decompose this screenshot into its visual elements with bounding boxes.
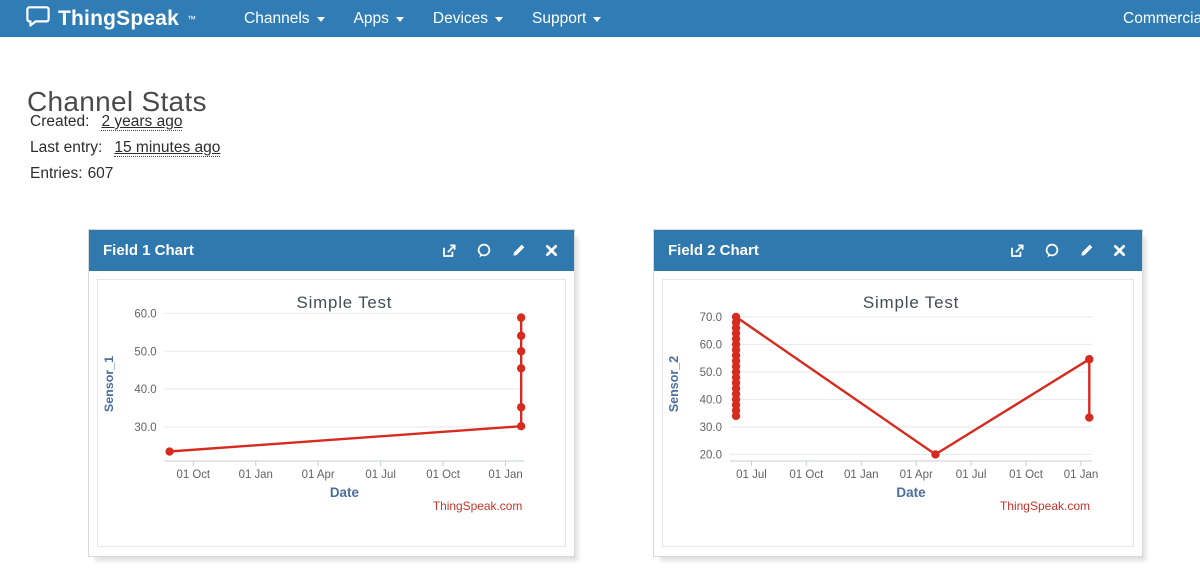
x-tick-label: 01 Jul — [365, 469, 395, 481]
x-tick-label: 01 Jul — [956, 469, 987, 481]
y-tick-label: 60.0 — [134, 308, 156, 320]
y-tick-label: 60.0 — [700, 339, 722, 351]
field-1-chart-panel: Field 1 Chart 30.0 40.0 50.0 60.0 01 Oct 01 J… — [88, 229, 575, 557]
nav-menu: Channels Apps Devices Support — [244, 10, 602, 28]
field-1-chart-canvas: 30.0 40.0 50.0 60.0 01 Oct 01 Jan 01 Apr 01 Jul… — [102, 293, 526, 513]
credit-link[interactable]: ThingSpeak.com — [1000, 499, 1090, 513]
data-point[interactable] — [516, 331, 526, 340]
data-point[interactable] — [516, 403, 526, 412]
close-icon[interactable] — [1113, 244, 1126, 257]
x-tick-label: 01 Jan — [844, 469, 879, 481]
data-point[interactable] — [516, 313, 526, 322]
data-point[interactable] — [1085, 413, 1094, 422]
y-tick-label: 50.0 — [134, 346, 156, 358]
x-tick-label: 01 Jan — [239, 469, 273, 481]
panel-header-icons — [1009, 243, 1126, 259]
x-tick-label: 01 Apr — [302, 469, 335, 481]
x-tick-label: 01 Oct — [789, 469, 824, 481]
external-link-icon[interactable] — [1009, 243, 1025, 259]
comment-icon[interactable] — [476, 243, 492, 259]
chevron-down-icon — [495, 17, 504, 22]
field-2-chart-panel: Field 2 Chart 20.0 30.0 40.0 50.0 60.0 70.0 01… — [653, 229, 1143, 557]
x-axis-label: Date — [896, 485, 926, 500]
x-tick-label: 01 Apr — [900, 469, 933, 481]
data-point[interactable] — [516, 364, 526, 373]
pencil-icon[interactable] — [1079, 243, 1094, 258]
external-link-icon[interactable] — [441, 243, 457, 259]
data-point[interactable] — [516, 347, 526, 356]
data-point[interactable] — [165, 447, 174, 456]
entries-value: 607 — [87, 165, 114, 182]
y-axis-label: Sensor_1 — [102, 356, 116, 412]
nav-item-devices[interactable]: Devices — [433, 10, 504, 28]
chart-title: Simple Test — [863, 293, 959, 312]
panel-title: Field 2 Chart — [668, 242, 759, 259]
y-tick-label: 70.0 — [700, 312, 722, 324]
y-tick-label: 20.0 — [700, 449, 722, 461]
field-1-chart: 30.0 40.0 50.0 60.0 01 Oct 01 Jan 01 Apr 01 Jul… — [97, 279, 566, 547]
chevron-down-icon — [395, 17, 404, 22]
pencil-icon[interactable] — [511, 243, 526, 258]
x-tick-label: 01 Oct — [1009, 469, 1044, 481]
panel-header: Field 1 Chart — [89, 230, 574, 271]
data-point[interactable] — [1085, 355, 1094, 364]
panel-title: Field 1 Chart — [103, 242, 194, 259]
x-tick-label: 01 Jul — [736, 469, 767, 481]
x-tick-label: 01 Oct — [176, 469, 210, 481]
nav-item-support[interactable]: Support — [532, 10, 602, 28]
created-value: 2 years ago — [101, 113, 183, 131]
x-tick-label: 01 Oct — [426, 469, 460, 481]
data-point[interactable] — [516, 421, 526, 431]
series-line — [169, 317, 523, 453]
comment-icon[interactable] — [1044, 243, 1060, 259]
thingspeak-logo[interactable]: ThingSpeak ™ — [25, 5, 196, 33]
stat-created: Created: 2 years ago — [30, 113, 183, 131]
y-axis-label: Sensor_2 — [667, 356, 681, 412]
close-icon[interactable] — [545, 244, 558, 257]
y-tick-label: 40.0 — [700, 394, 722, 406]
panel-body: 20.0 30.0 40.0 50.0 60.0 70.0 01 Jul 01 Oct 01 J… — [654, 271, 1142, 555]
channel-stats-block: Created: 2 years ago Last entry: 15 minute… — [30, 109, 221, 187]
chevron-down-icon — [316, 17, 325, 22]
nav-item-channels[interactable]: Channels — [244, 10, 325, 28]
x-tick-label: 01 Jan — [488, 469, 522, 481]
data-point[interactable] — [731, 312, 741, 322]
field-2-chart: 20.0 30.0 40.0 50.0 60.0 70.0 01 Jul 01 Oct 01 J… — [662, 279, 1134, 547]
stat-entries: Entries: 607 — [30, 165, 114, 182]
x-tick-label: 01 Jan — [1064, 469, 1099, 481]
data-point[interactable] — [931, 450, 940, 459]
speech-bubble-icon — [25, 5, 51, 33]
nav-item-apps[interactable]: Apps — [354, 10, 404, 28]
y-tick-label: 50.0 — [700, 367, 722, 379]
chart-title: Simple Test — [297, 293, 393, 312]
y-tick-label: 30.0 — [700, 422, 722, 434]
credit-link[interactable]: ThingSpeak.com — [433, 499, 522, 513]
y-tick-label: 30.0 — [134, 422, 156, 434]
x-axis-label: Date — [330, 485, 360, 500]
brand-name: ThingSpeak — [58, 6, 180, 30]
page-title: Channel Stats — [27, 85, 207, 117]
stat-last-entry: Last entry: 15 minutes ago — [30, 139, 221, 157]
top-navbar: ThingSpeak ™ Channels Apps Devices Suppo… — [0, 0, 1200, 37]
panel-header: Field 2 Chart — [654, 230, 1142, 271]
nav-item-commercial-use[interactable]: Commercial Use — [1123, 9, 1200, 27]
panel-body: 30.0 40.0 50.0 60.0 01 Oct 01 Jan 01 Apr 01 Jul… — [89, 271, 574, 555]
series-line — [734, 315, 1091, 456]
panel-header-icons — [441, 243, 558, 259]
last-entry-value: 15 minutes ago — [114, 139, 221, 157]
y-tick-label: 40.0 — [134, 384, 156, 396]
brand-trademark: ™ — [187, 13, 197, 24]
field-2-chart-canvas: 20.0 30.0 40.0 50.0 60.0 70.0 01 Jul 01 Oct 01 J… — [667, 293, 1099, 513]
chevron-down-icon — [593, 17, 602, 22]
